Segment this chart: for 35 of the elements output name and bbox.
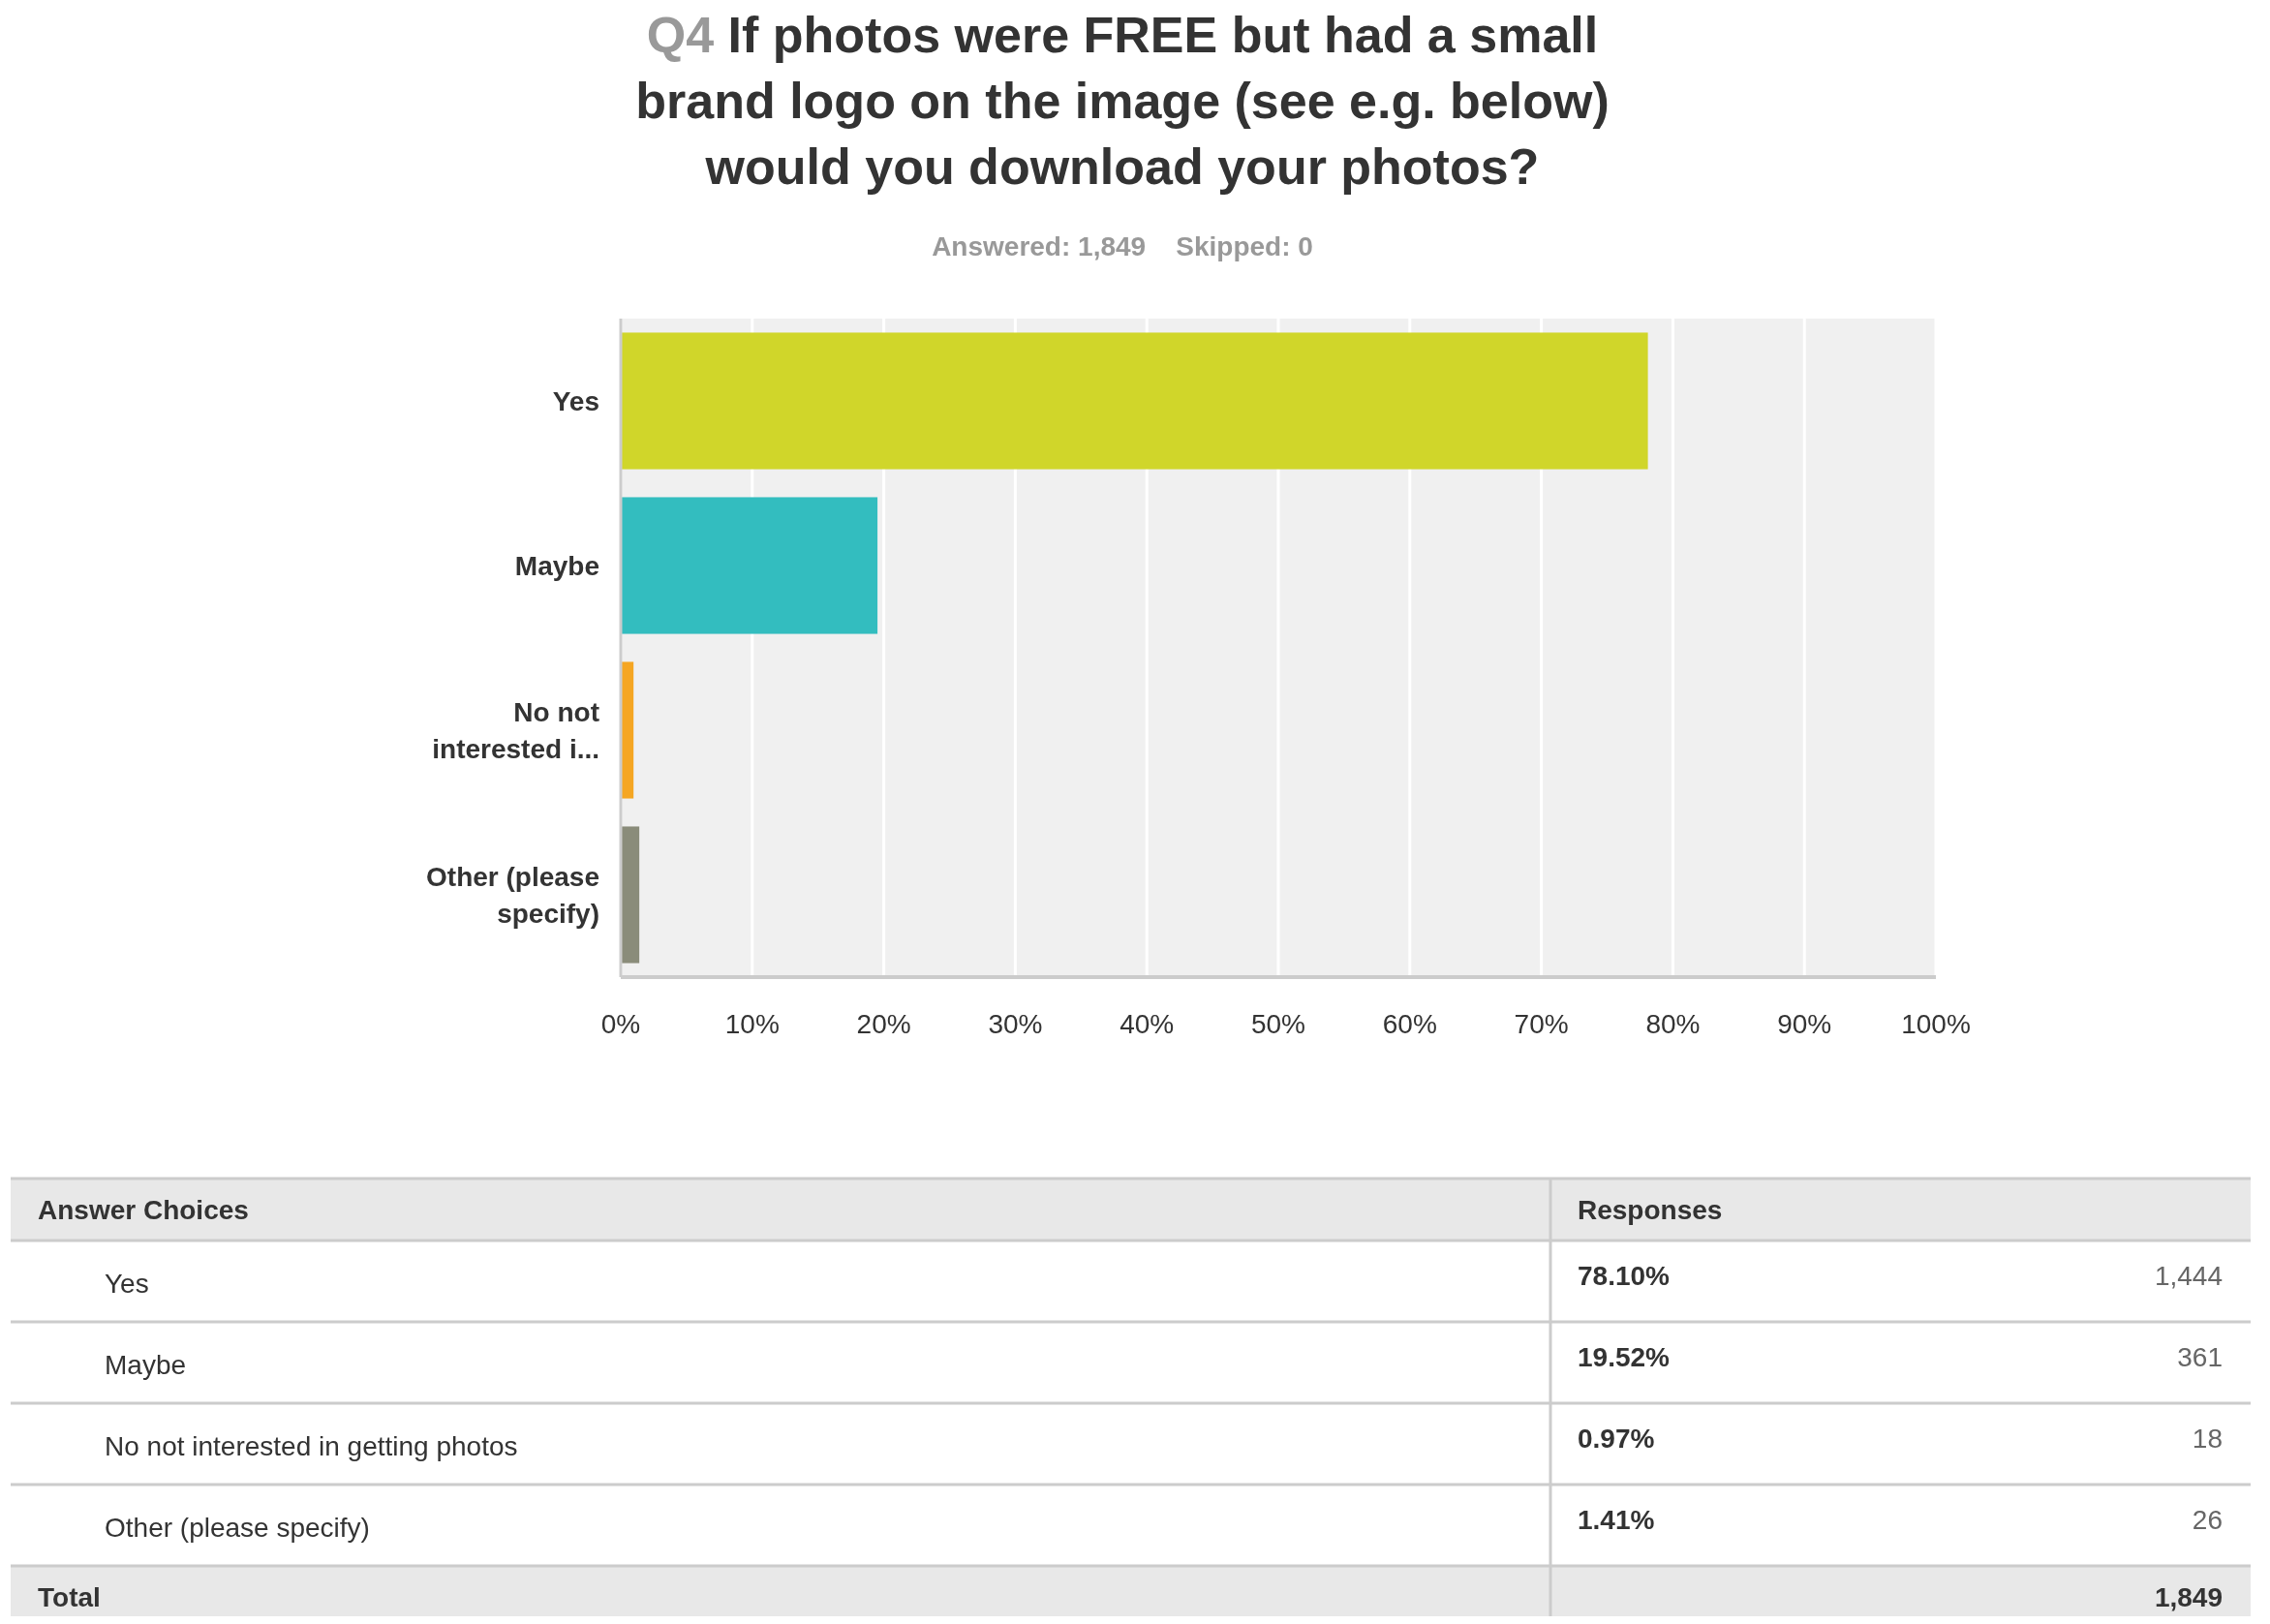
x-tick-label: 80% (1645, 1009, 1701, 1039)
chart-title: Q4 If photos were FREE but had a small brand logo on the image (see e.g. below) would you download your photos? (635, 7, 1610, 195)
y-tick-label: No not interested i... (432, 697, 599, 764)
x-tick-label: 90% (1777, 1009, 1832, 1039)
text: 19.52% (1578, 1342, 1671, 1372)
x-tick-label: 60% (1382, 1009, 1437, 1039)
chart-subtitle: Answered: 1,849 Skipped: 0 (932, 231, 1313, 261)
x-tick-label: 40% (1120, 1009, 1175, 1039)
text: 78.10% (1578, 1261, 1671, 1291)
x-tick-label: 20% (856, 1009, 911, 1039)
bar (621, 497, 878, 634)
x-tick-label: 100% (1901, 1009, 1971, 1039)
x-tick-label: 70% (1514, 1009, 1569, 1039)
y-tick-label: Yes (552, 386, 599, 416)
text: Other (please specify) (105, 1513, 370, 1543)
text: Total (38, 1582, 101, 1612)
text: 1.41% (1578, 1505, 1655, 1535)
text: 1,444 (2154, 1261, 2223, 1291)
text: 18 (2192, 1424, 2223, 1454)
x-tick-label: 0% (600, 1009, 641, 1039)
y-tick-label: Maybe (514, 551, 599, 581)
text: Maybe (105, 1350, 187, 1380)
text: Answer Choices (38, 1195, 249, 1225)
y-tick-label: Other (please specify) (426, 862, 599, 929)
text: 1,849 (2154, 1582, 2223, 1612)
x-tick-label: 10% (724, 1009, 780, 1039)
text: 26 (2192, 1505, 2223, 1535)
text: Yes (105, 1269, 149, 1299)
x-tick-label: 30% (988, 1009, 1043, 1039)
x-tick-label: 50% (1250, 1009, 1306, 1039)
text: 361 (2177, 1342, 2223, 1372)
text: Responses (1578, 1195, 1723, 1225)
text: No not interested in getting photos (105, 1431, 518, 1461)
bar (621, 332, 1648, 470)
text: 0.97% (1578, 1424, 1655, 1454)
